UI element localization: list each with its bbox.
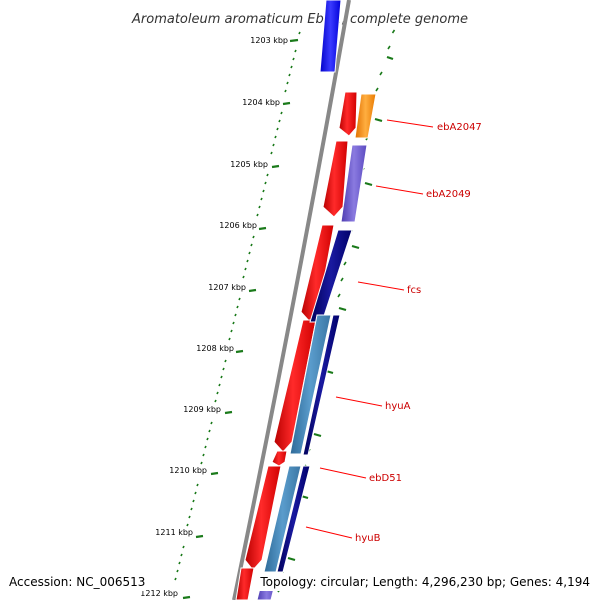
- gene-arrow-steel[interactable]: [289, 314, 332, 455]
- gene-label-hyuB[interactable]: hyuB: [355, 533, 381, 544]
- gene-label-ebA2049[interactable]: ebA2049: [426, 189, 471, 200]
- kbp-label: 1206 kbp: [219, 221, 257, 230]
- gene-arrow-blue[interactable]: [319, 0, 342, 73]
- gene-arrow-steel[interactable]: [263, 465, 302, 573]
- gene-label-ebD51[interactable]: ebD51: [369, 473, 402, 484]
- kbp-label: 1209 kbp: [183, 405, 221, 414]
- kbp-label: 1208 kbp: [196, 344, 234, 353]
- kbp-label: 1207 kbp: [208, 283, 246, 292]
- kbp-label: 1211 kbp: [155, 528, 193, 537]
- forward-strand-genes: [235, 91, 358, 600]
- footer-summary: Topology: circular; Length: 4,296,230 bp…: [259, 575, 590, 589]
- gene-labels: ebA2047 ebA2049 fcs hyuA ebD51 hyuB: [355, 122, 482, 544]
- gene-arrow-forward[interactable]: [322, 140, 349, 218]
- kbp-label: 1203 kbp: [250, 36, 288, 45]
- footer-summary-bg: [258, 573, 594, 591]
- gene-arrow-orange[interactable]: [354, 93, 377, 139]
- gene-label-fcs[interactable]: fcs: [407, 285, 421, 296]
- gene-label-lines: [305, 119, 434, 539]
- gene-arrow-navy[interactable]: [276, 465, 311, 573]
- genome-backbone: [232, 0, 351, 600]
- kbp-label: 1204 kbp: [242, 98, 280, 107]
- kbp-labels: 1203 kbp 1204 kbp 1205 kbp 1206 kbp 1207…: [140, 36, 288, 598]
- gene-arrow-forward[interactable]: [244, 465, 282, 571]
- gene-arrow-forward[interactable]: [271, 450, 288, 467]
- kbp-label: 1205 kbp: [230, 160, 268, 169]
- gene-arrow-forward[interactable]: [338, 91, 358, 137]
- gene-arrow-navy[interactable]: [302, 314, 341, 456]
- kbp-label: 1210 kbp: [169, 466, 207, 475]
- gene-label-ebA2047[interactable]: ebA2047: [437, 122, 482, 133]
- gene-arrow-lavender[interactable]: [340, 144, 368, 223]
- footer-accession: Accession: NC_006513: [9, 575, 145, 589]
- gene-label-hyuA[interactable]: hyuA: [385, 401, 411, 412]
- gene-arrow-forward[interactable]: [235, 567, 255, 600]
- map-title: Aromatoleum aromaticum EbN1, complete ge…: [131, 12, 468, 27]
- kbp-label: 1212 kbp: [140, 589, 178, 598]
- inner-tick-ring: [174, 31, 301, 600]
- footer-accession-bg: [6, 573, 144, 591]
- reverse-strand-genes: [256, 0, 377, 600]
